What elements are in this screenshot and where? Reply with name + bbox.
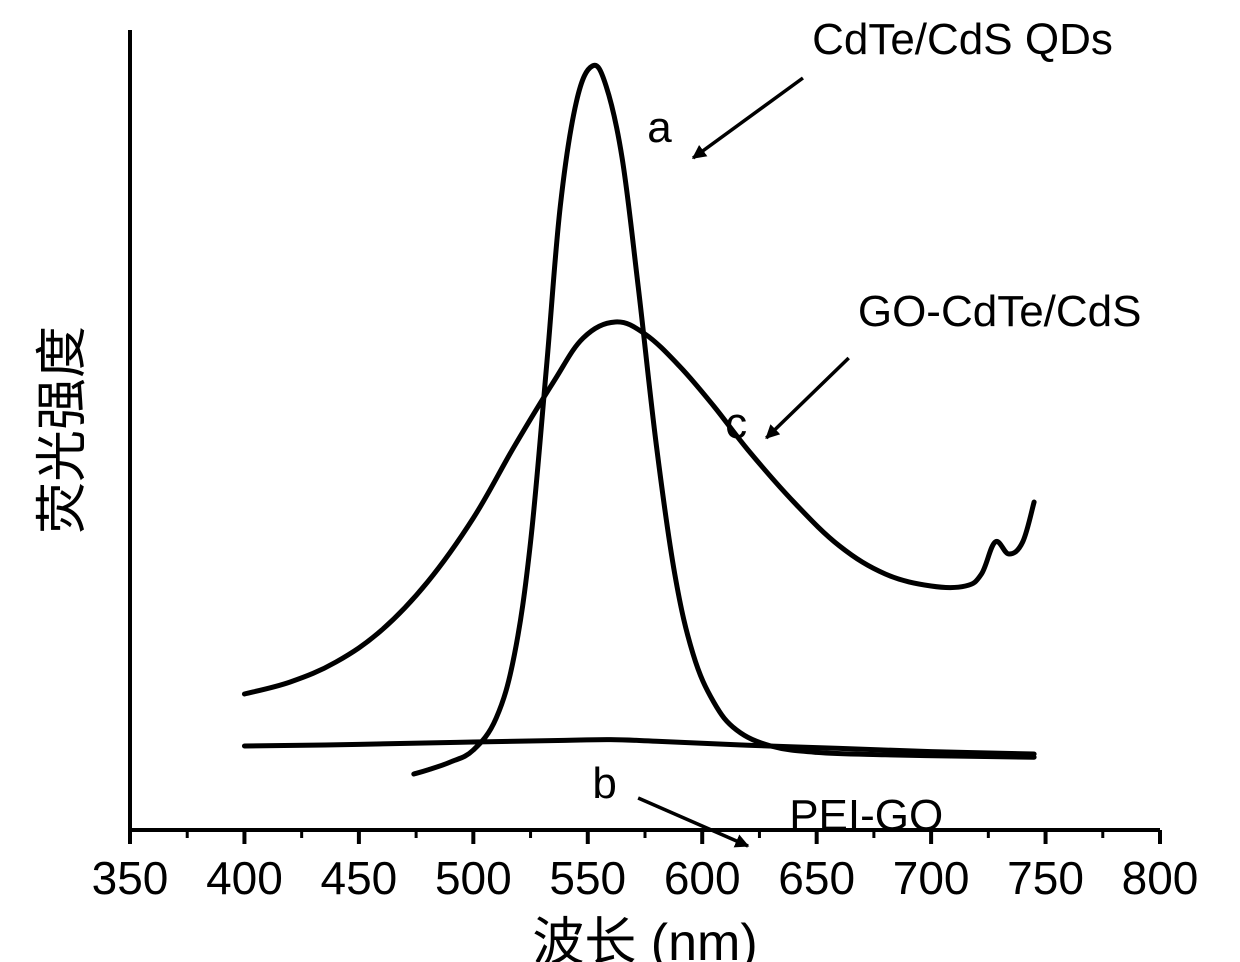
x-axis-label: 波长 (nm) (532, 914, 757, 962)
chart-container: 350 400 450 500 550 600 650 700 750 800 波长 (nm) 荧光强… (0, 0, 1240, 962)
annotation-label-b: PEI-GO (789, 791, 943, 840)
x-tick-label: 350 (92, 852, 169, 904)
x-tick-label: 750 (1007, 852, 1084, 904)
x-tick-label: 400 (206, 852, 283, 904)
x-tick-label: 800 (1122, 852, 1199, 904)
x-tick-label: 450 (321, 852, 398, 904)
x-tick-label: 650 (778, 852, 855, 904)
annotation-label-a: CdTe/CdS QDs (812, 15, 1113, 64)
x-tick-label: 500 (435, 852, 512, 904)
annotation-label-c: GO-CdTe/CdS (858, 287, 1142, 336)
y-axis-label: 荧光强度 (34, 326, 92, 534)
fluorescence-spectrum-chart: 350 400 450 500 550 600 650 700 750 800 波长 (nm) 荧光强… (0, 0, 1240, 962)
x-tick-label: 550 (549, 852, 626, 904)
series-letter-a: a (647, 103, 672, 152)
x-tick-label: 600 (664, 852, 741, 904)
series-letter-b: b (592, 759, 616, 808)
series-letter-c: c (725, 399, 747, 448)
x-tick-label: 700 (893, 852, 970, 904)
